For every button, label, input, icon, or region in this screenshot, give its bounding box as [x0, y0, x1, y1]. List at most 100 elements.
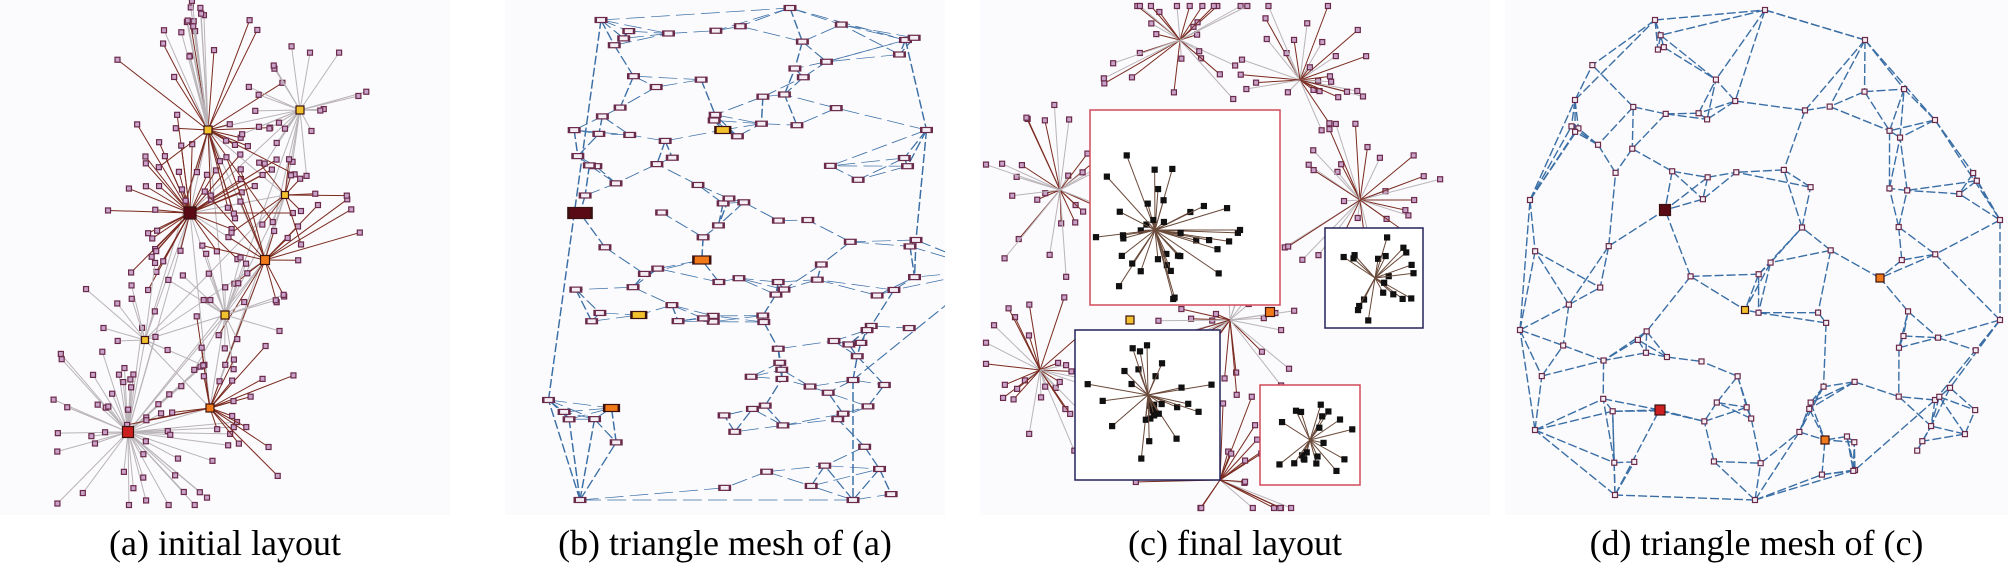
leaf-node [1041, 117, 1048, 124]
mesh-edge [1804, 39, 1866, 111]
leaf-node [94, 401, 101, 408]
leaf-node [1319, 38, 1326, 46]
leaf-node [177, 247, 184, 254]
leaf-edge [273, 65, 301, 111]
mesh-vertex [696, 234, 710, 241]
leaf-edge [1059, 189, 1076, 223]
hub-node [1125, 315, 1135, 325]
box-edge [1374, 237, 1388, 279]
hub-node [630, 310, 648, 320]
mesh-vertex [541, 396, 556, 404]
leaf-node [1326, 73, 1334, 80]
leaf-node [190, 18, 197, 25]
collapsed-cluster-box [1324, 227, 1424, 329]
mesh-edge [1754, 431, 1800, 501]
leaf-node [1216, 71, 1223, 78]
leaf-node [54, 448, 61, 455]
box-node [1301, 456, 1308, 463]
leaf-node [295, 257, 302, 264]
leaf-node [152, 333, 159, 341]
mesh-vertex [756, 93, 770, 100]
leaf-node [297, 175, 304, 182]
box-node [1121, 367, 1128, 375]
mesh-vertex [569, 286, 583, 293]
leaf-edge [1299, 79, 1332, 83]
box-node [1171, 294, 1178, 301]
leaf-edge [162, 43, 209, 131]
leaf-edge [205, 253, 226, 316]
mesh-vertex [1818, 471, 1826, 478]
mesh-vertex [1796, 428, 1803, 436]
leaf-edge [1335, 123, 1361, 201]
leaf-edge [1229, 310, 1295, 321]
caption-c: (c) final layout [1128, 523, 1342, 563]
mesh-edge [1888, 88, 1905, 132]
mesh-edge [1754, 463, 1762, 501]
mesh-edge [863, 446, 881, 470]
leaf-node [186, 53, 193, 60]
leaf-node [265, 443, 272, 451]
box-node [1146, 438, 1153, 445]
leaf-edge [103, 327, 146, 341]
leaf-node [114, 337, 121, 345]
mesh-vertex [775, 366, 789, 373]
leaf-node [82, 285, 90, 293]
leaf-node [1080, 208, 1087, 215]
leaf-node [1405, 212, 1412, 219]
leaf-node [157, 410, 165, 417]
leaf-node [200, 296, 207, 304]
leaf-edge [1176, 5, 1181, 41]
mesh-boundary-edge [1854, 399, 1936, 471]
mesh-edge [1853, 442, 1856, 471]
leaf-node [130, 485, 137, 492]
mesh-edge [782, 418, 838, 426]
mesh-vertex [571, 152, 585, 160]
mesh-boundary-edge [1764, 9, 1866, 41]
box-edge [1309, 404, 1322, 441]
mesh-edge [738, 277, 785, 290]
mesh-edge [1903, 335, 1939, 339]
mesh-vertex [1695, 110, 1702, 117]
leaf-node [1237, 71, 1244, 78]
mesh-edge [604, 247, 646, 275]
leaf-node [308, 127, 315, 135]
leaf-node [1310, 147, 1317, 154]
leaf-edge [255, 109, 301, 112]
mesh-edge [568, 419, 581, 501]
leaf-node [105, 403, 112, 410]
graph-initial-layout [50, 0, 370, 509]
box-edge [1154, 229, 1176, 298]
leaf-node [1046, 251, 1053, 258]
leaf-edge [1104, 39, 1181, 84]
mesh-edge [1646, 330, 1668, 358]
leaf-edge [1059, 119, 1070, 191]
leaf-edge [248, 86, 301, 111]
leaf-node [1013, 173, 1020, 180]
mesh-vertex [567, 127, 581, 134]
leaf-edge [228, 236, 266, 261]
mesh-edge [656, 163, 699, 186]
mesh-vertex [1934, 334, 1942, 341]
leaf-node [178, 383, 185, 390]
leaf-node [1238, 56, 1246, 63]
mesh-edge [1715, 79, 1736, 102]
mesh-vertex [1669, 168, 1676, 175]
box-edge [1367, 277, 1376, 321]
leaf-node [50, 396, 57, 403]
mesh-vertex [788, 65, 802, 72]
leaf-edge [1131, 39, 1181, 78]
leaf-node [1037, 394, 1045, 401]
mesh-vertex [1895, 344, 1903, 351]
leaf-edge [1039, 369, 1071, 415]
leaf-edge [1200, 479, 1221, 509]
mesh-edge [739, 7, 791, 27]
leaf-edge [1340, 164, 1361, 201]
leaf-edge [1103, 39, 1181, 79]
leaf-node [1023, 114, 1030, 121]
leaf-node [1178, 305, 1185, 313]
leaf-node [998, 160, 1006, 167]
mesh-edge [857, 165, 908, 181]
mesh-edge [783, 94, 798, 126]
leaf-node [1155, 317, 1162, 324]
leaf-node [1061, 294, 1068, 301]
